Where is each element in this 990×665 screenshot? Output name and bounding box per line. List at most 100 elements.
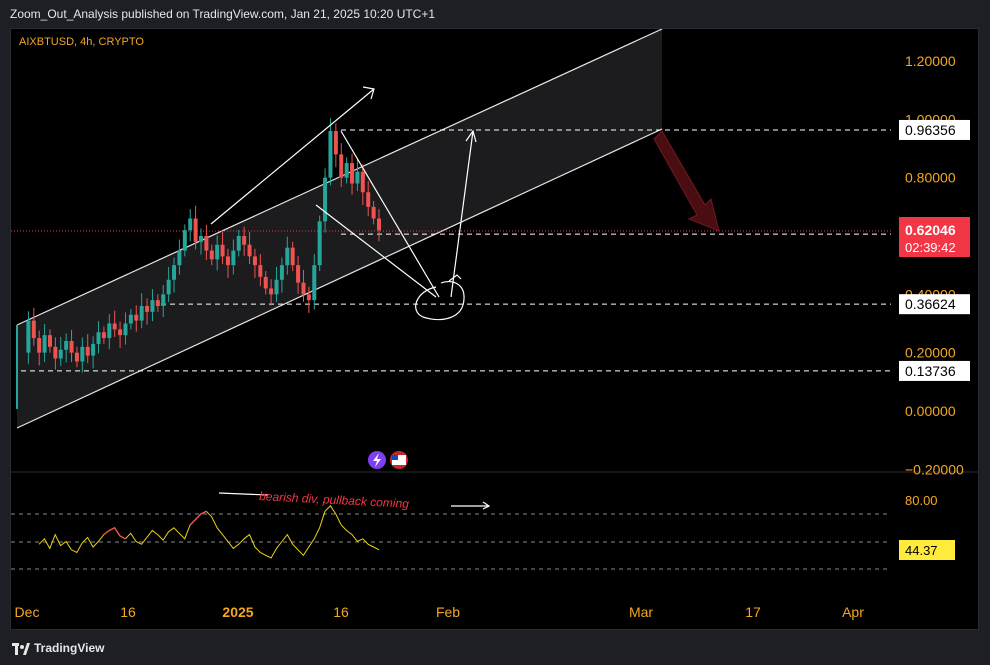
candle xyxy=(188,209,193,242)
level-badge: 0.13736 xyxy=(899,360,970,381)
candle xyxy=(161,285,166,318)
candle xyxy=(306,286,311,313)
level-value: 0.96356 xyxy=(905,122,956,138)
time-tick: Mar xyxy=(629,604,653,620)
rsi-red-segment xyxy=(189,510,207,526)
symbol-legend[interactable]: AIXBTUSD, 4h, CRYPTO xyxy=(19,36,144,48)
candle xyxy=(139,293,144,329)
level-value: 0.13736 xyxy=(905,363,956,379)
candle xyxy=(199,228,203,255)
candle xyxy=(74,346,79,368)
annotation-drawings xyxy=(210,86,491,510)
candle xyxy=(333,123,338,168)
rsi-annotation-text: bearish div, pullback coming xyxy=(259,489,410,511)
chart-frame[interactable]: bearish div, pullback coming 1.20000 1.00… xyxy=(10,28,979,630)
time-axis[interactable]: Dec 16 2025 16 Feb Mar 17 Apr xyxy=(15,604,865,620)
candle xyxy=(209,244,214,266)
candle xyxy=(31,307,36,346)
rsi-annotation-arrow-head xyxy=(482,501,491,510)
candle xyxy=(371,201,376,225)
candle xyxy=(339,143,344,187)
drawing-arrow-target-line xyxy=(450,130,474,298)
tradingview-logo[interactable]: TradingView xyxy=(12,641,104,655)
rsi-divergence-line xyxy=(218,492,269,496)
candle xyxy=(377,209,381,242)
price-tick: 0.20000 xyxy=(905,345,956,361)
candle xyxy=(215,235,220,271)
drawing-tick xyxy=(448,274,462,282)
candle xyxy=(344,157,349,184)
candle xyxy=(64,333,69,363)
time-tick: Dec xyxy=(15,604,40,620)
candle xyxy=(85,334,90,364)
rsi-divergence-segments xyxy=(103,510,207,540)
rsi-tick-80: 80.00 xyxy=(905,493,938,508)
candle xyxy=(58,336,63,367)
tradingview-logo-icon xyxy=(12,642,30,655)
rsi-line xyxy=(38,505,380,559)
candle xyxy=(118,321,123,348)
drawing-arrow-up-head xyxy=(362,86,375,100)
event-icons[interactable] xyxy=(368,451,408,469)
candle xyxy=(252,248,257,278)
candle xyxy=(47,329,52,353)
candle xyxy=(225,248,230,278)
candle xyxy=(231,239,236,275)
candle xyxy=(42,324,47,362)
ascending-channel[interactable] xyxy=(17,29,662,428)
candle xyxy=(279,257,284,293)
candle xyxy=(269,279,274,306)
drawing-circle xyxy=(415,280,465,321)
candle xyxy=(123,312,128,345)
drawing-arrow-up-line xyxy=(210,88,375,225)
time-tick: 16 xyxy=(120,604,136,620)
candle xyxy=(236,230,241,257)
price-tick: 0.80000 xyxy=(905,170,956,186)
level-value: 0.36624 xyxy=(905,296,956,312)
price-axis[interactable]: 1.200001.000000.800000.600000.400000.200… xyxy=(905,53,964,477)
candle xyxy=(172,257,177,293)
candle xyxy=(37,330,42,366)
channel-lower-line[interactable] xyxy=(16,128,663,429)
candle xyxy=(145,298,150,325)
candle xyxy=(128,308,133,330)
candle xyxy=(290,241,295,271)
candle xyxy=(350,153,355,195)
candle xyxy=(107,314,112,350)
candle xyxy=(247,231,252,264)
candlestick-series xyxy=(26,118,381,373)
us-flag-canton xyxy=(392,455,406,465)
candle xyxy=(193,205,198,250)
candle xyxy=(360,164,365,206)
candle xyxy=(101,326,106,344)
candle xyxy=(177,239,182,275)
publish-line: Zoom_Out_Analysis published on TradingVi… xyxy=(10,7,436,21)
candle xyxy=(296,255,301,294)
candle xyxy=(366,181,371,217)
time-tick: Apr xyxy=(842,604,864,620)
symbol-interval: 4h xyxy=(80,36,92,48)
rsi-bands xyxy=(11,513,891,570)
horizontal-levels xyxy=(21,129,891,372)
time-tick: 2025 xyxy=(222,604,253,620)
footer-bar: TradingView xyxy=(0,630,990,665)
candle xyxy=(80,337,85,373)
time-tick: 17 xyxy=(745,604,761,620)
price-chart[interactable]: bearish div, pullback coming 1.200001.00… xyxy=(11,29,979,630)
tradingview-brand: TradingView xyxy=(34,641,105,655)
bearish-arrow xyxy=(653,130,720,232)
candle xyxy=(317,215,322,271)
candle xyxy=(182,224,187,257)
candle xyxy=(91,336,96,369)
candle xyxy=(312,254,317,310)
price-tick: 0.00000 xyxy=(905,403,956,419)
drawing-line-b xyxy=(315,204,437,298)
rsi-value: 44.37 xyxy=(905,543,938,558)
candle xyxy=(26,311,31,364)
candle xyxy=(274,266,279,302)
candle xyxy=(263,271,268,295)
candle xyxy=(150,289,155,322)
bar-countdown: 02:39:42 xyxy=(905,240,956,255)
publish-header: Zoom_Out_Analysis published on TradingVi… xyxy=(0,0,990,28)
candle xyxy=(96,321,101,354)
